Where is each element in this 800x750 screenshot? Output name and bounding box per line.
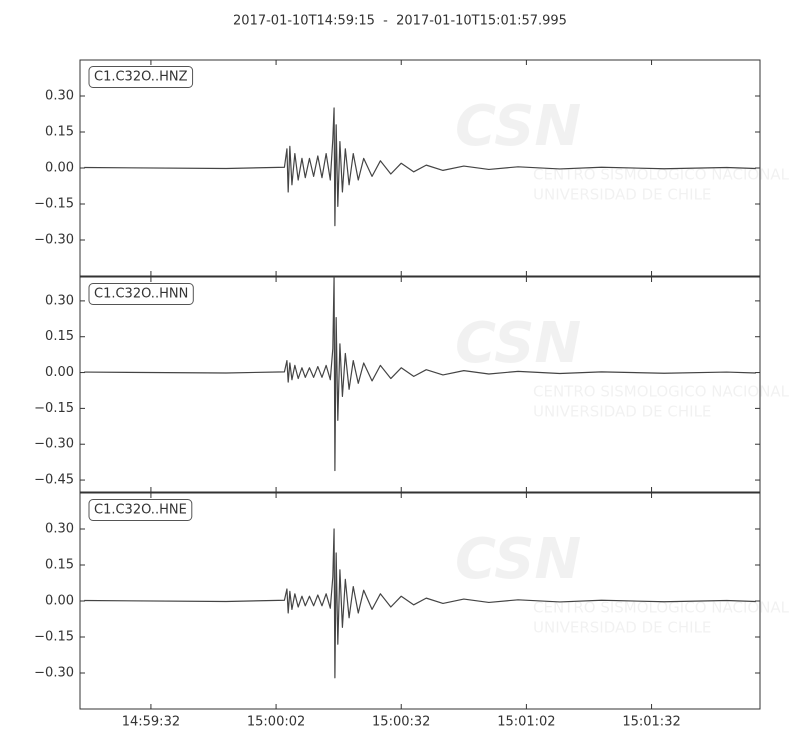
y-tick-label: 0.15: [45, 558, 74, 573]
watermark-text: UNIVERSIDAD DE CHILE: [533, 403, 711, 421]
watermark-text: CENTRO SISMOLOGICO NACIONAL: [533, 599, 790, 617]
watermark-logo: CSN: [455, 527, 581, 592]
axes-frame: [79, 276, 761, 493]
x-tick-label: 14:59:32: [122, 715, 180, 730]
trace-label: C1.C32O..HNN: [94, 287, 188, 302]
y-tick-label: 0.00: [45, 594, 74, 609]
x-tick-label: 15:01:02: [497, 715, 555, 730]
y-tick-label: −0.15: [34, 401, 74, 416]
x-tick-label: 15:00:02: [247, 715, 305, 730]
y-tick-label: 0.30: [45, 293, 74, 308]
y-tick-label: 0.15: [45, 125, 74, 140]
x-tick-label: 15:00:32: [372, 715, 430, 730]
y-tick-label: −0.45: [34, 473, 74, 488]
trace-label: C1.C32O..HNZ: [94, 70, 188, 85]
chart-title: 2017-01-10T14:59:15 - 2017-01-10T15:01:5…: [233, 14, 567, 29]
y-tick-label: 0.30: [45, 89, 74, 104]
watermark-text: UNIVERSIDAD DE CHILE: [533, 186, 711, 204]
watermark-text: UNIVERSIDAD DE CHILE: [533, 619, 711, 637]
watermark-logo: CSN: [455, 311, 581, 376]
watermark-logo: CSN: [455, 94, 581, 159]
watermark-text: CENTRO SISMOLOGICO NACIONAL: [533, 166, 790, 184]
trace-label-box: [88, 66, 194, 88]
y-tick-label: −0.15: [34, 630, 74, 645]
trace-label-box: [88, 283, 194, 305]
waveform: [84, 107, 756, 227]
y-tick-label: −0.30: [34, 233, 74, 248]
watermark-text: CENTRO SISMOLOGICO NACIONAL: [533, 383, 790, 401]
trace-label: C1.C32O..HNE: [94, 503, 187, 518]
y-tick-label: 0.00: [45, 365, 74, 380]
y-tick-label: −0.30: [34, 666, 74, 681]
y-tick-label: 0.30: [45, 522, 74, 537]
y-tick-label: 0.15: [45, 329, 74, 344]
waveform: [84, 276, 756, 472]
y-tick-label: −0.30: [34, 437, 74, 452]
y-tick-label: −0.15: [34, 197, 74, 212]
waveform: [84, 528, 756, 679]
x-tick-label: 15:01:32: [622, 715, 680, 730]
trace-label-box: [88, 499, 193, 521]
y-tick-label: 0.00: [45, 161, 74, 176]
